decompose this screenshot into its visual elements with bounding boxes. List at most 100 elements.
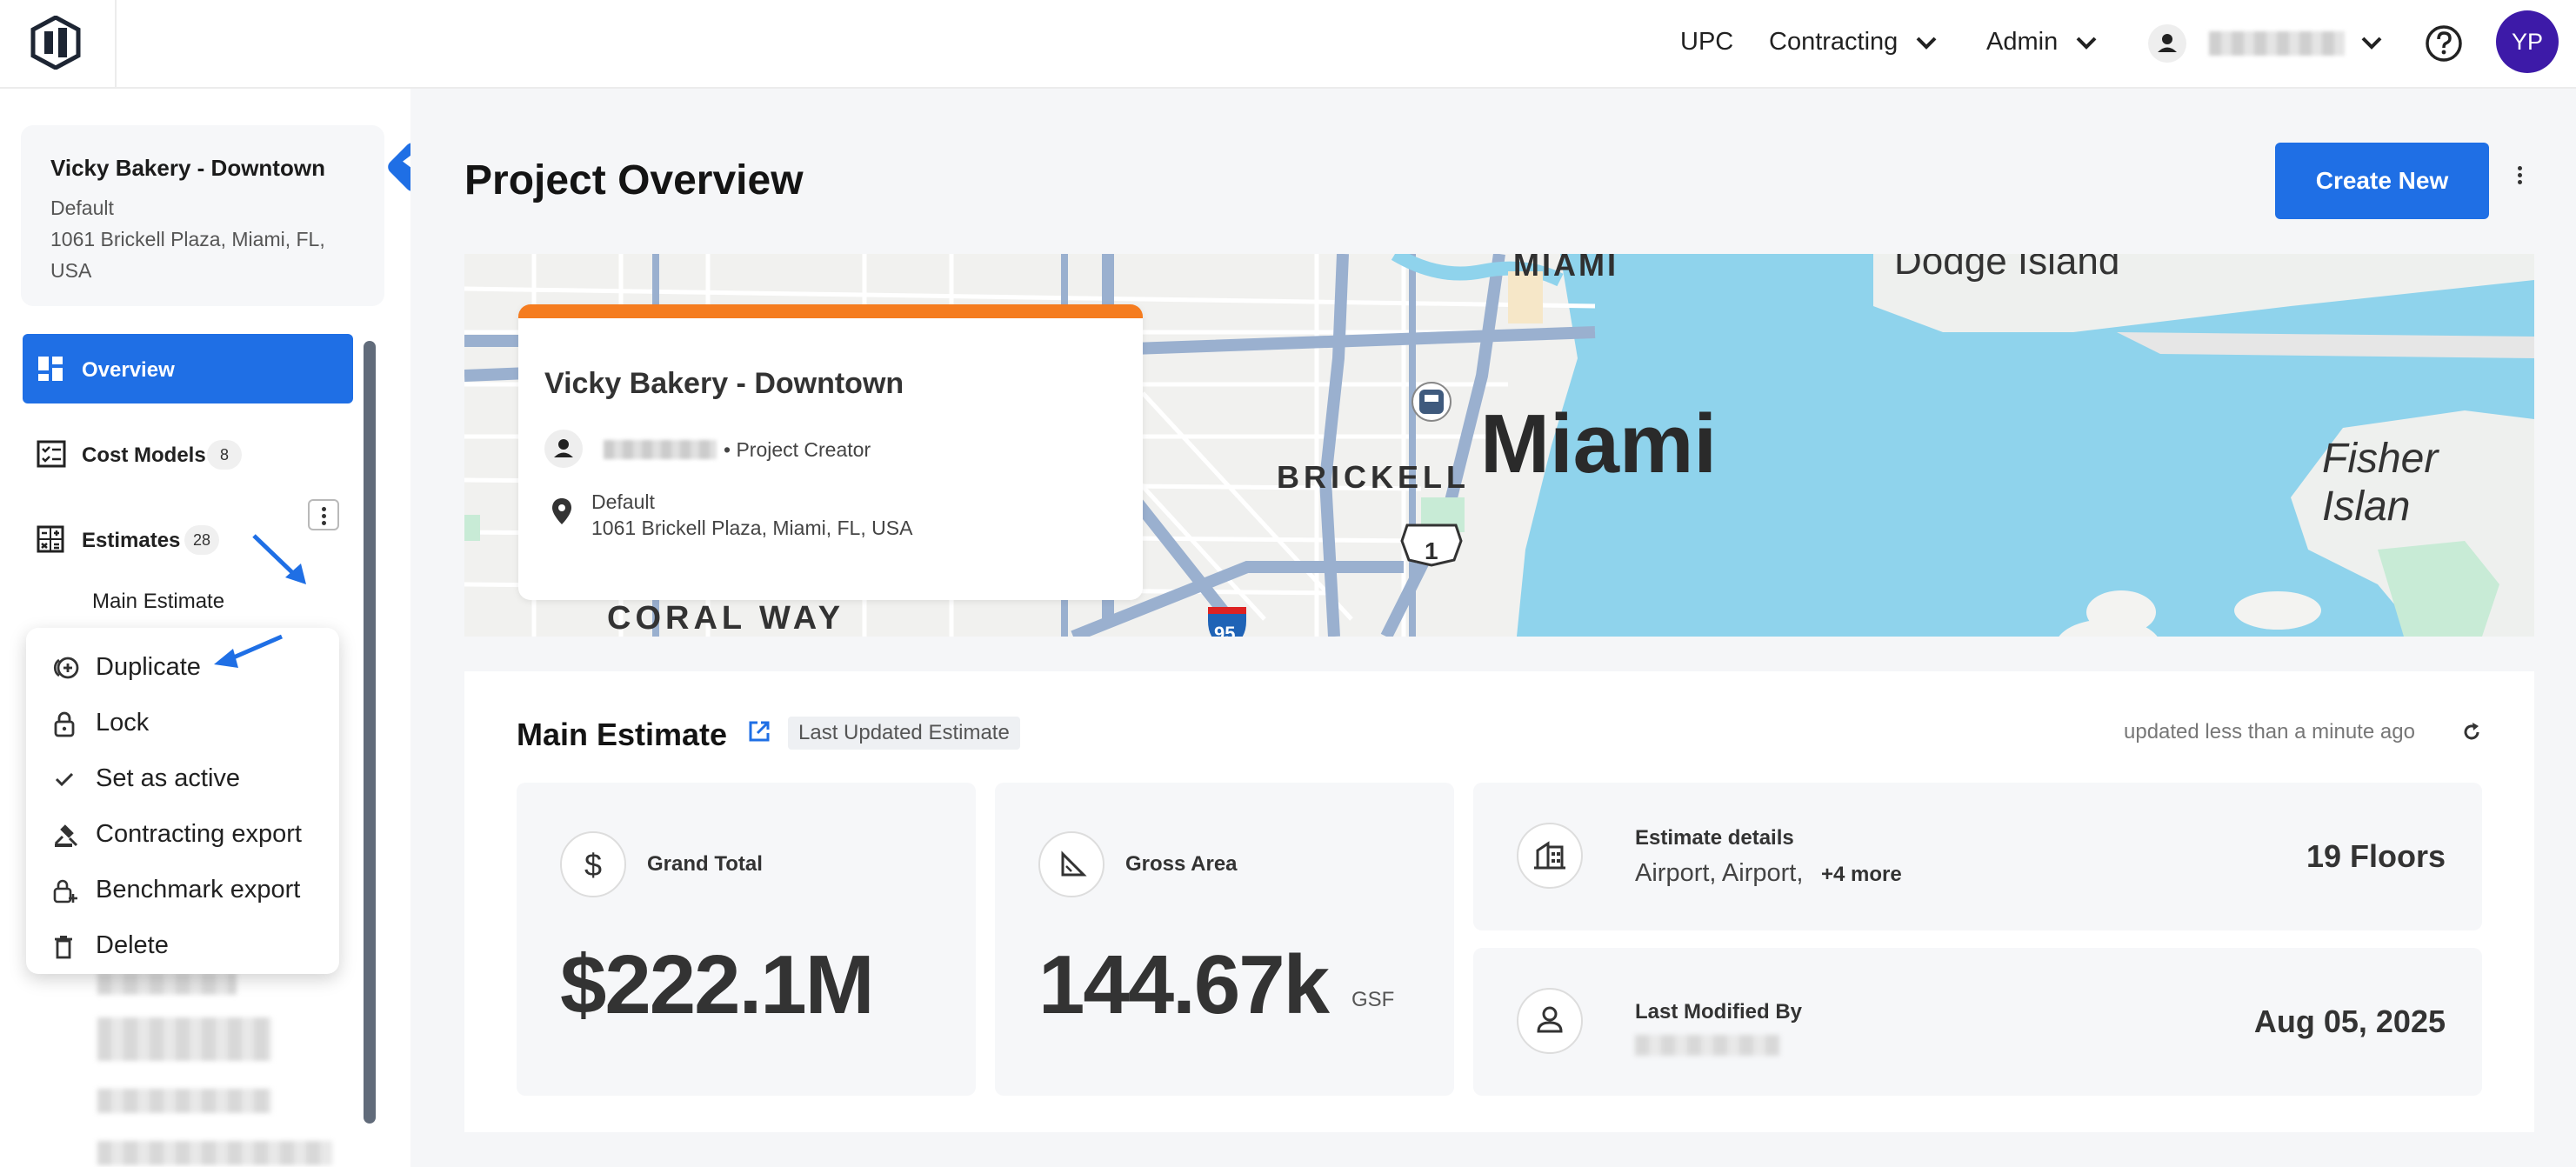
lock-icon xyxy=(54,711,75,737)
map-project-card: Vicky Bakery - Downtown • Project Creato… xyxy=(518,304,1143,600)
count-badge: 28 xyxy=(184,525,220,555)
gross-area-value: 144.67k xyxy=(1038,938,1330,1031)
avatar[interactable]: YP xyxy=(2496,10,2559,73)
gross-area-unit: GSF xyxy=(1351,988,1395,1011)
project-name: Vicky Bakery - Downtown xyxy=(50,155,325,181)
menu-item-contracting-export[interactable]: Contracting export xyxy=(26,805,339,861)
estimate-details-tile[interactable]: Estimate details Airport, Airport, +4 mo… xyxy=(1473,783,2482,930)
duplicate-icon xyxy=(53,657,79,679)
menu-item-lock[interactable]: Lock xyxy=(26,694,339,750)
calculator-icon xyxy=(37,525,64,553)
annotation-arrow-icon xyxy=(252,534,306,584)
grand-total-label: Grand Total xyxy=(647,852,763,876)
count-badge: 8 xyxy=(207,440,242,470)
sidebar-item-label: Estimates xyxy=(82,529,181,552)
map-label-fisher-island: Fisher Islan xyxy=(2322,436,2439,530)
menu-item-delete[interactable]: Delete xyxy=(26,917,339,972)
grand-total-value: $222.1M xyxy=(560,938,875,1031)
location-pin-icon xyxy=(552,498,571,524)
estimate-panel: Main Estimate Last Updated Estimate upda… xyxy=(464,671,2534,1132)
trash-icon xyxy=(55,936,72,959)
nav-contracting[interactable]: Contracting xyxy=(1769,28,1899,56)
overview-grid-icon xyxy=(38,357,63,381)
menu-item-benchmark-export[interactable]: Benchmark export xyxy=(26,861,339,917)
updated-text: updated less than a minute ago xyxy=(2124,720,2415,744)
estimate-context-menu: Duplicate Lock Set as active Contracting… xyxy=(26,628,339,974)
menu-item-set-active[interactable]: Set as active xyxy=(26,750,339,805)
map-label-dodge-island: Dodge Island xyxy=(1894,254,2120,283)
menu-item-duplicate[interactable]: Duplicate xyxy=(26,638,339,694)
menu-item-label: Delete xyxy=(96,931,169,959)
sidebar-item-overview[interactable]: Overview xyxy=(23,334,353,403)
project-card: Vicky Bakery - Downtown Default 1061 Bri… xyxy=(21,125,384,306)
check-icon xyxy=(55,772,74,787)
map-label-miami: Miami xyxy=(1480,397,1718,490)
building-icon xyxy=(1517,823,1583,889)
sidebar-sub-estimate[interactable]: Main Estimate xyxy=(92,590,225,613)
redacted-item xyxy=(97,972,237,995)
chevron-down-icon[interactable] xyxy=(1913,30,1939,56)
cost-models-icon xyxy=(37,440,66,468)
map-label-miami-top: MIAMI xyxy=(1513,254,1618,283)
map-card-address: 1061 Brickell Plaza, Miami, FL, USA xyxy=(591,517,913,539)
creator-name-redacted xyxy=(604,440,717,459)
map-route-1: 1 xyxy=(1425,537,1438,564)
menu-item-label: Duplicate xyxy=(96,653,201,681)
benchmark-lock-icon xyxy=(53,879,77,904)
refresh-icon[interactable] xyxy=(2461,722,2482,743)
chevron-down-icon[interactable] xyxy=(2359,30,2385,56)
redacted-item xyxy=(97,1017,271,1061)
area-ruler-icon xyxy=(1038,831,1104,897)
last-modified-date: Aug 05, 2025 xyxy=(2253,1004,2446,1039)
person-icon xyxy=(1517,988,1583,1054)
last-modified-tile: Last Modified By Aug 05, 2025 xyxy=(1473,948,2482,1096)
sidebar-scrollbar[interactable] xyxy=(364,341,376,1124)
map-label-brickell: BRICKELL xyxy=(1277,459,1470,495)
map-route-95: 95 xyxy=(1214,623,1236,637)
floors-count: 19 Floors xyxy=(2306,838,2446,874)
estimate-more-button[interactable] xyxy=(308,499,339,530)
grand-total-tile: $ Grand Total $222.1M xyxy=(517,783,976,1096)
redacted-item xyxy=(97,1141,332,1165)
top-bar: UPC Contracting Admin YP xyxy=(0,0,2576,89)
dollar-icon: $ xyxy=(560,831,626,897)
annotation-arrow-icon xyxy=(214,634,283,668)
gavel-icon xyxy=(54,824,78,847)
last-modified-label: Last Modified By xyxy=(1635,1000,1803,1024)
estimate-details-label: Estimate details xyxy=(1635,826,1794,850)
menu-item-label: Benchmark export xyxy=(96,876,301,904)
estimate-details-value: Airport, Airport, xyxy=(1635,859,1804,887)
sidebar-item-label: Cost Models xyxy=(82,443,206,467)
modifier-name-redacted xyxy=(1635,1035,1779,1056)
user-icon[interactable] xyxy=(2148,24,2186,63)
menu-item-label: Contracting export xyxy=(96,820,302,848)
sidebar-item-label: Overview xyxy=(82,358,175,382)
menu-item-label: Set as active xyxy=(96,764,241,792)
sidebar-item-cost-models[interactable]: Cost Models 8 xyxy=(23,419,353,489)
project-address: 1061 Brickell Plaza, Miami, FL, USA xyxy=(50,228,325,282)
project-type: Default xyxy=(50,197,114,219)
map-card-type: Default xyxy=(591,490,655,513)
map-card-title: Vicky Bakery - Downtown xyxy=(544,367,904,400)
gross-area-label: Gross Area xyxy=(1125,852,1238,876)
estimate-title[interactable]: Main Estimate xyxy=(517,717,728,752)
nav-admin[interactable]: Admin xyxy=(1986,28,2059,56)
map-label-coral-way: CORAL WAY xyxy=(607,600,845,637)
nav-upc[interactable]: UPC xyxy=(1680,28,1734,56)
external-link-icon[interactable] xyxy=(748,720,771,743)
menu-item-label: Lock xyxy=(96,709,150,737)
more-link[interactable]: +4 more xyxy=(1821,863,1902,886)
page-more-button[interactable] xyxy=(2506,163,2533,198)
creator-role: • Project Creator xyxy=(724,438,871,461)
chevron-down-icon[interactable] xyxy=(2073,30,2099,56)
last-updated-badge: Last Updated Estimate xyxy=(788,717,1020,750)
create-new-button[interactable]: Create New xyxy=(2275,143,2489,219)
sidebar-item-estimates[interactable]: Estimates 28 xyxy=(23,504,353,574)
logo[interactable] xyxy=(0,0,117,87)
help-icon[interactable] xyxy=(2425,24,2463,63)
page-title: Project Overview xyxy=(464,157,804,203)
user-icon xyxy=(544,430,583,468)
logo-icon xyxy=(30,16,81,70)
redacted-item xyxy=(97,1089,271,1113)
user-name-redacted[interactable] xyxy=(2209,31,2345,56)
